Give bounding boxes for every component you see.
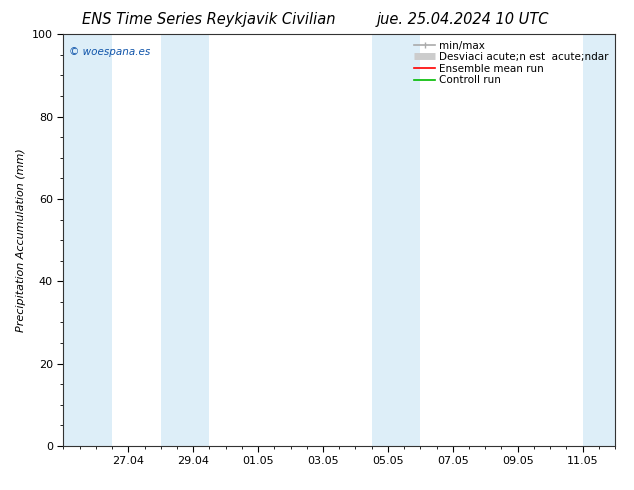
Y-axis label: Precipitation Accumulation (mm): Precipitation Accumulation (mm) [16, 148, 27, 332]
Legend: min/max, Desviaci acute;n est  acute;ndar, Ensemble mean run, Controll run: min/max, Desviaci acute;n est acute;ndar… [410, 36, 613, 89]
Bar [63, 34, 112, 446]
Text: © woespana.es: © woespana.es [69, 47, 150, 57]
Bar [583, 34, 615, 446]
Text: jue. 25.04.2024 10 UTC: jue. 25.04.2024 10 UTC [377, 12, 549, 27]
Bar [161, 34, 209, 446]
Text: ENS Time Series Reykjavik Civilian: ENS Time Series Reykjavik Civilian [82, 12, 336, 27]
Bar [372, 34, 420, 446]
